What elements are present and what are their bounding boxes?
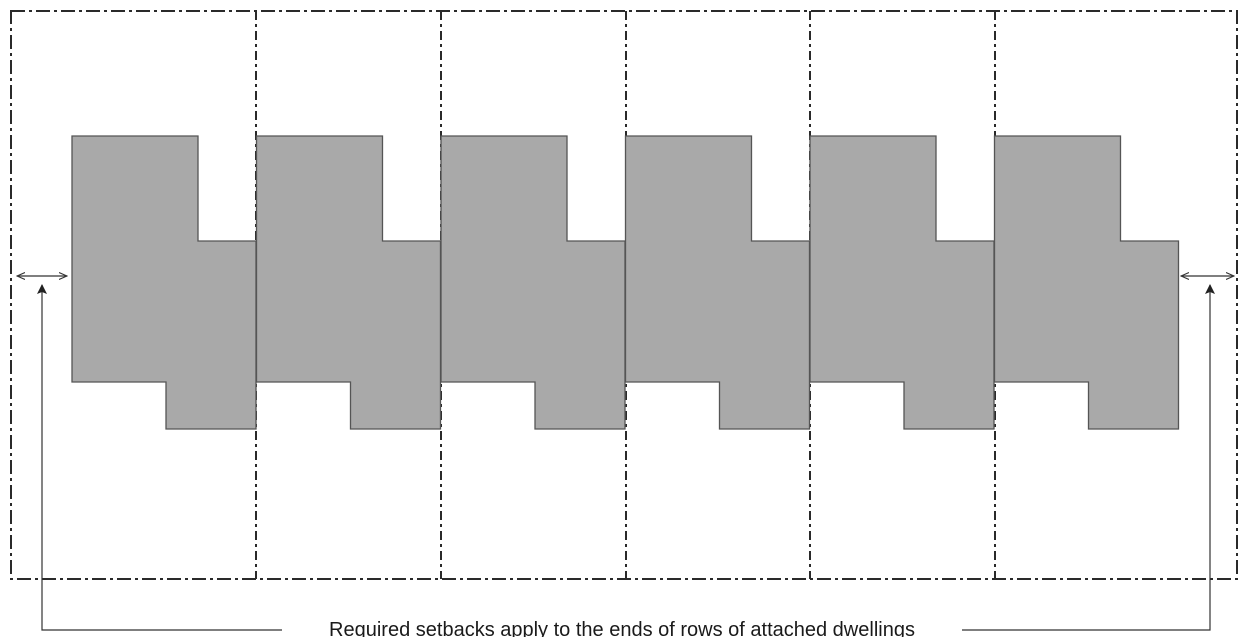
dwelling-4 [624,135,811,430]
dwelling-6 [993,135,1180,430]
lot-outer-boundary [10,10,1238,580]
dwelling-5 [809,135,995,430]
dwelling-2 [255,135,442,430]
leader-line-left [37,284,282,631]
dwellings-row [71,135,1180,430]
dwelling-1 [71,135,257,430]
setbacks [17,276,1234,631]
caption: Required setbacks apply to the ends of r… [329,619,915,637]
dwelling-3 [440,135,626,430]
leader-line-right [962,284,1215,631]
lot-lines [10,10,1238,580]
